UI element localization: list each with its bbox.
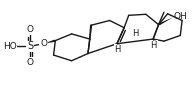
Polygon shape xyxy=(157,17,173,25)
Text: O: O xyxy=(40,39,47,48)
Text: Ḧ: Ḧ xyxy=(151,41,157,50)
Text: O: O xyxy=(26,25,34,34)
Text: Ḧ: Ḧ xyxy=(114,45,121,54)
Polygon shape xyxy=(44,40,56,44)
Text: H: H xyxy=(132,29,138,38)
Text: HO: HO xyxy=(3,42,17,51)
Text: O: O xyxy=(26,58,34,67)
Text: S: S xyxy=(27,41,33,51)
Text: OH: OH xyxy=(174,12,188,21)
